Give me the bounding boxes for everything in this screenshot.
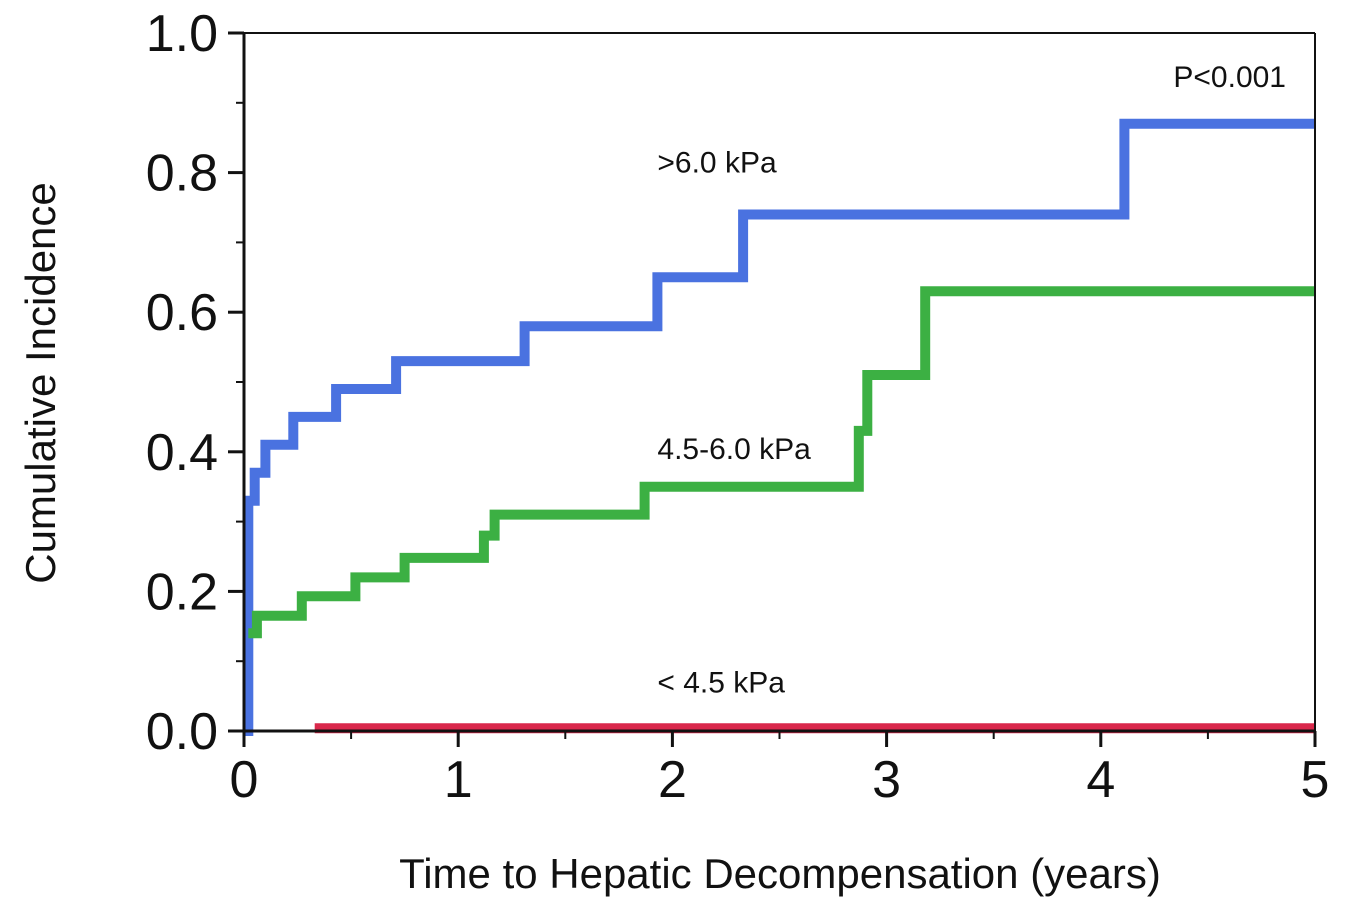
x-tick-label: 5 (1301, 751, 1330, 809)
y-axis-label: Cumulative Incidence (17, 182, 64, 584)
y-tick-label: 0.8 (146, 145, 218, 203)
series-label-2: < 4.5 kPa (657, 667, 785, 700)
x-tick-label: 0 (230, 751, 259, 809)
x-tick-label: 3 (872, 751, 901, 809)
plot-frame (242, 32, 1316, 733)
y-tick-label: 0.6 (146, 284, 218, 342)
annotations-layer: >6.0 kPa 4.5-6.0 kPa < 4.5 kPa (657, 147, 811, 700)
series-label-1: 4.5-6.0 kPa (657, 433, 811, 466)
x-axis-label: Time to Hepatic Decompensation (years) (399, 850, 1161, 897)
y-tick-label: 1.0 (146, 5, 218, 63)
y-tick-label: 0.0 (146, 703, 218, 761)
p-value-label: P<0.001 (1173, 61, 1286, 94)
y-tick-label: 0.2 (146, 563, 218, 621)
x-tick-label: 4 (1086, 751, 1115, 809)
series-layer (243, 118, 1315, 736)
y-tick-label: 0.4 (146, 424, 218, 482)
x-tick-label: 1 (444, 751, 473, 809)
x-tick-label: 2 (658, 751, 687, 809)
series-line-0 (243, 118, 1315, 736)
ticks-layer: 0 1 2 3 4 5 0.0 0.2 0.4 0.6 0.8 1.0 (146, 5, 1330, 809)
series-label-0: >6.0 kPa (657, 147, 777, 180)
series-line-1 (248, 286, 1315, 639)
